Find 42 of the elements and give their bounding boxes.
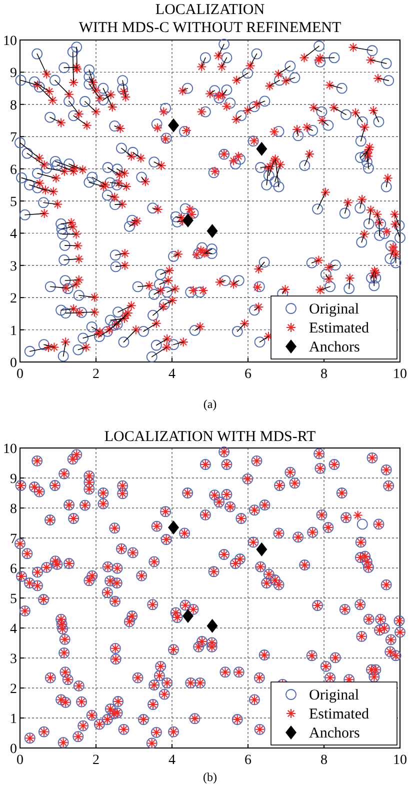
y-tick-label: 9 (10, 472, 17, 487)
x-tick-label: 8 (320, 367, 328, 382)
y-tick-label: 0 (10, 356, 17, 371)
y-tick-label: 5 (10, 592, 17, 607)
x-tick-label: 8 (320, 753, 328, 768)
y-tick-label: 7 (10, 130, 17, 146)
legend-label: Estimated (309, 706, 370, 722)
y-tick-label: 0 (10, 742, 17, 757)
y-tick-label: 3 (10, 652, 17, 667)
y-tick-label: 7 (10, 532, 17, 547)
y-tick-label: 1 (10, 712, 17, 727)
chart-title: LOCALIZATION WITH MDS-C WITHOUT REFINEMENT (78, 2, 342, 36)
y-tick-label: 10 (3, 34, 17, 49)
y-tick-label: 2 (10, 292, 17, 307)
y-tick-label: 6 (10, 562, 17, 577)
x-tick-label: 10 (393, 367, 407, 382)
y-tick-label: 9 (10, 66, 17, 82)
legend-label: Estimated (309, 320, 370, 336)
y-tick-label: 6 (10, 162, 17, 178)
y-tick-label: 8 (10, 98, 17, 114)
x-tick-label: 2 (92, 367, 100, 382)
x-tick-label: 2 (92, 753, 100, 768)
y-tick-label: 10 (3, 442, 17, 457)
y-tick-label: 4 (10, 227, 17, 242)
y-tick-label: 8 (10, 502, 17, 517)
legend-label: Anchors (309, 340, 360, 356)
chart-title: LOCALIZATION WITH MDS-RT (104, 429, 316, 445)
y-tick-label: 4 (10, 622, 17, 637)
text: (a) (203, 397, 217, 411)
legend-label: Original (309, 302, 359, 318)
y-tick-label: 2 (10, 682, 17, 697)
y-tick-label: 5 (10, 195, 17, 210)
legend-label: Anchors (309, 726, 360, 742)
x-tick-label: 4 (168, 367, 176, 382)
x-tick-label: 4 (168, 753, 176, 768)
legend-label: Original (309, 688, 359, 704)
y-tick-label: 1 (10, 324, 17, 339)
x-tick-label: 6 (244, 753, 252, 768)
x-tick-label: 6 (244, 367, 252, 382)
x-tick-label: 10 (393, 753, 407, 768)
text: (b) (203, 770, 217, 784)
y-tick-label: 3 (10, 259, 17, 274)
